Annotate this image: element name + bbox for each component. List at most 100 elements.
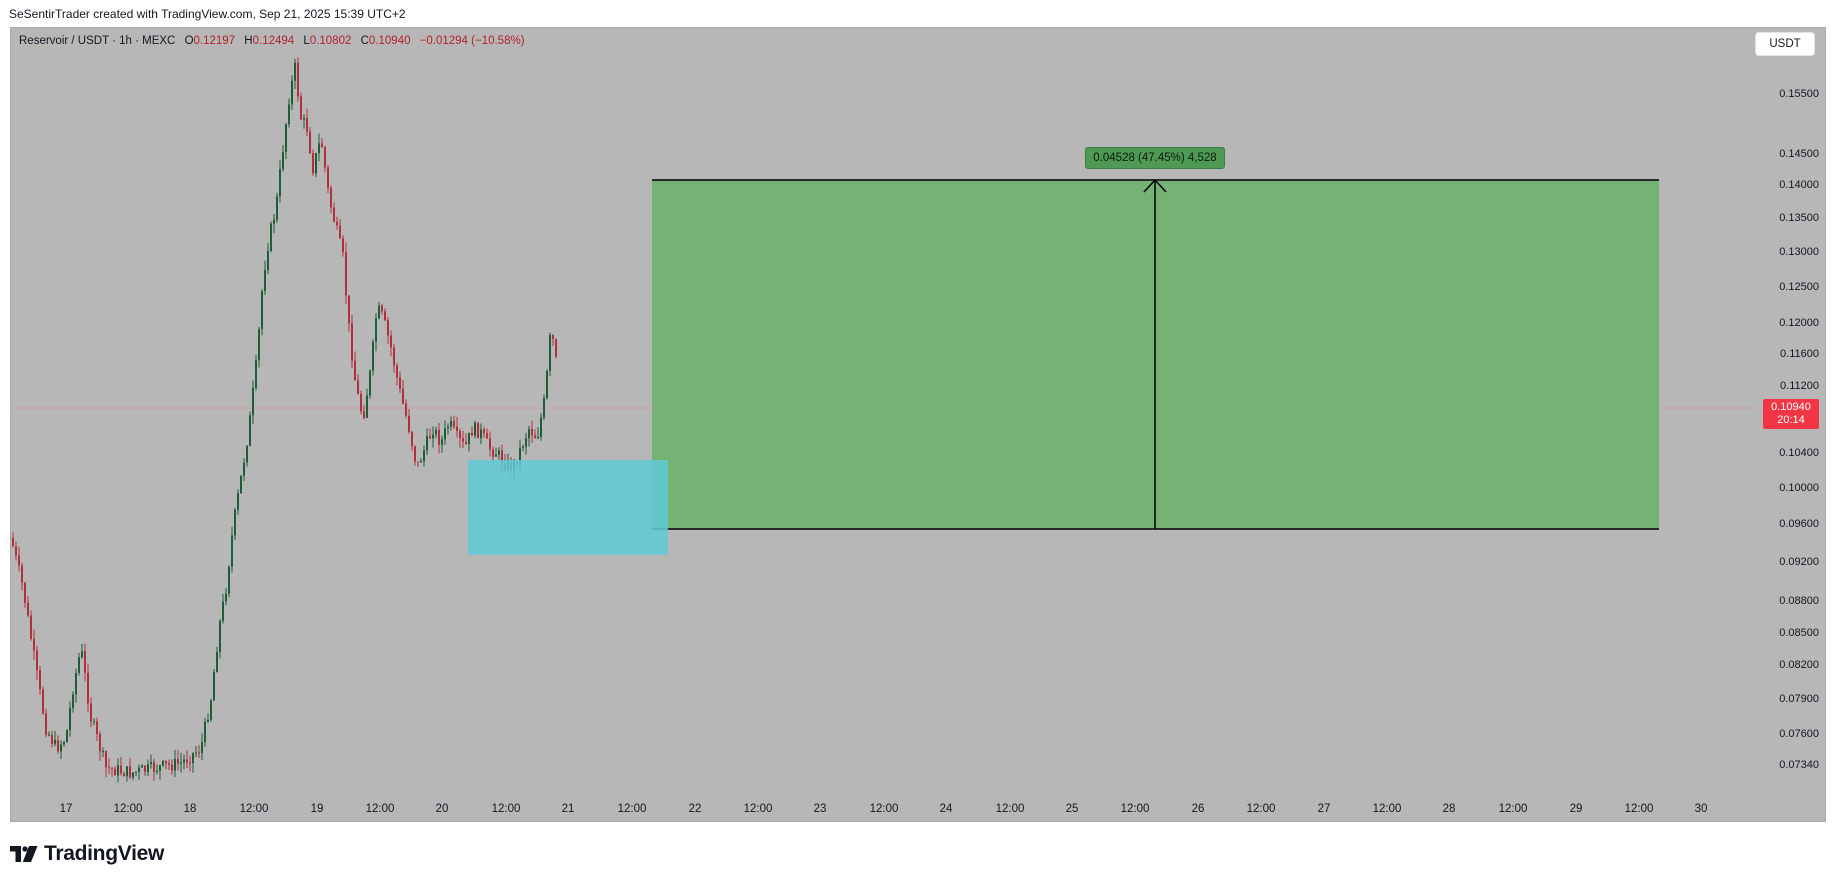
candle-body xyxy=(150,762,152,765)
price-tick: 0.09200 xyxy=(1779,556,1819,568)
price-tick: 0.11200 xyxy=(1780,380,1819,392)
candle-body xyxy=(267,250,269,271)
price-tick: 0.08500 xyxy=(1779,627,1819,639)
time-tick: 22 xyxy=(688,803,702,815)
candle-body xyxy=(42,689,44,714)
candle-body xyxy=(300,96,302,120)
candle-body xyxy=(330,187,332,208)
candle-body xyxy=(363,411,365,419)
candle-body xyxy=(45,713,47,735)
symbol-info[interactable]: Reservoir / USDT · 1h · MEXC xyxy=(19,35,176,47)
candle-body xyxy=(273,219,275,224)
candle-body xyxy=(288,104,290,125)
candle-body xyxy=(99,734,101,752)
candle-body xyxy=(309,131,311,154)
candle-body xyxy=(369,370,371,396)
candle-body xyxy=(468,432,470,445)
candle-body xyxy=(471,432,473,436)
price-tick: 0.11600 xyxy=(1780,348,1819,360)
candle-body xyxy=(216,651,218,673)
candle-body xyxy=(222,601,224,621)
candle-body xyxy=(480,429,482,439)
candle-body xyxy=(333,207,335,222)
candle-body xyxy=(18,555,20,566)
price-tick: 0.14500 xyxy=(1779,148,1819,160)
candle-body xyxy=(57,740,59,752)
tradingview-logo[interactable]: TradingView xyxy=(10,842,164,866)
time-tick: 27 xyxy=(1317,803,1331,815)
candle-body xyxy=(246,446,248,463)
time-tick: 20 xyxy=(435,803,449,815)
price-plot[interactable] xyxy=(11,28,1757,798)
candle-body xyxy=(60,744,62,752)
candle-body xyxy=(399,377,401,389)
candle-body xyxy=(531,428,533,436)
candle-body xyxy=(168,763,170,765)
candle-body xyxy=(69,708,71,731)
candle-body xyxy=(240,475,242,494)
time-tick: 12:00 xyxy=(617,803,647,815)
price-tick: 0.07340 xyxy=(1779,759,1819,771)
candle-body xyxy=(306,117,308,132)
candle-body xyxy=(492,449,494,457)
candle-body xyxy=(180,762,182,764)
candle-body xyxy=(279,168,281,197)
candle-body xyxy=(264,270,266,292)
candle-body xyxy=(495,454,497,457)
candle-body xyxy=(342,238,344,253)
candle-body xyxy=(183,759,185,763)
candle-body xyxy=(462,438,464,442)
candle-body xyxy=(147,764,149,772)
time-tick: 12:00 xyxy=(113,803,143,815)
candle-body xyxy=(381,305,383,312)
candle-body xyxy=(303,117,305,120)
candle-body xyxy=(450,421,452,427)
tradingview-wordmark: TradingView xyxy=(44,842,165,865)
candle-body xyxy=(102,751,104,753)
price-tick: 0.10000 xyxy=(1779,482,1819,494)
candle-body xyxy=(294,62,296,81)
candle-body xyxy=(153,762,155,772)
candle-body xyxy=(357,380,359,394)
candle-body xyxy=(546,371,548,399)
candle-body xyxy=(117,765,119,776)
candle-body xyxy=(384,311,386,321)
candle-body xyxy=(126,766,128,777)
candle-body xyxy=(432,434,434,439)
candle-body xyxy=(435,429,437,435)
price-tick: 0.12500 xyxy=(1779,281,1819,293)
candle-body xyxy=(213,672,215,701)
time-tick: 24 xyxy=(939,803,953,815)
time-tick: 12:00 xyxy=(1498,803,1528,815)
candle-body xyxy=(405,403,407,416)
measure-label[interactable]: 0.04528 (47.45%) 4,528 xyxy=(1085,147,1225,169)
candle-body xyxy=(351,323,353,361)
candle-body xyxy=(144,765,146,772)
time-tick: 12:00 xyxy=(1246,803,1276,815)
candle-body xyxy=(444,428,446,440)
candle-body xyxy=(234,509,236,536)
price-axis[interactable]: USDT 0.15500 0.14500 0.14000 0.13500 0.1… xyxy=(1755,28,1825,821)
candle-body xyxy=(207,719,209,722)
candle-body xyxy=(420,461,422,463)
last-price-value: 0.10940 xyxy=(1771,401,1811,413)
candle-body xyxy=(387,320,389,336)
candle-body xyxy=(78,657,80,673)
time-tick: 12:00 xyxy=(365,803,395,815)
candle-body xyxy=(105,751,107,768)
candle-body xyxy=(177,758,179,764)
currency-button[interactable]: USDT xyxy=(1755,32,1815,56)
candle-body xyxy=(375,318,377,342)
chart-pane[interactable]: Reservoir / USDT · 1h · MEXC O0.12197 H0… xyxy=(10,27,1826,822)
candle-body xyxy=(27,602,29,616)
candle-body xyxy=(402,388,404,404)
candle-body xyxy=(498,450,500,455)
candle-body xyxy=(414,446,416,462)
candle-body xyxy=(519,447,521,465)
time-axis[interactable]: 17 12:00 18 12:00 19 12:00 20 12:00 21 1… xyxy=(11,798,1757,821)
entry-zone[interactable] xyxy=(468,460,668,555)
candle-body xyxy=(441,439,443,445)
open-label: O xyxy=(184,35,194,47)
close-label: C xyxy=(360,35,369,47)
measure-arrow-icon xyxy=(1143,178,1167,193)
